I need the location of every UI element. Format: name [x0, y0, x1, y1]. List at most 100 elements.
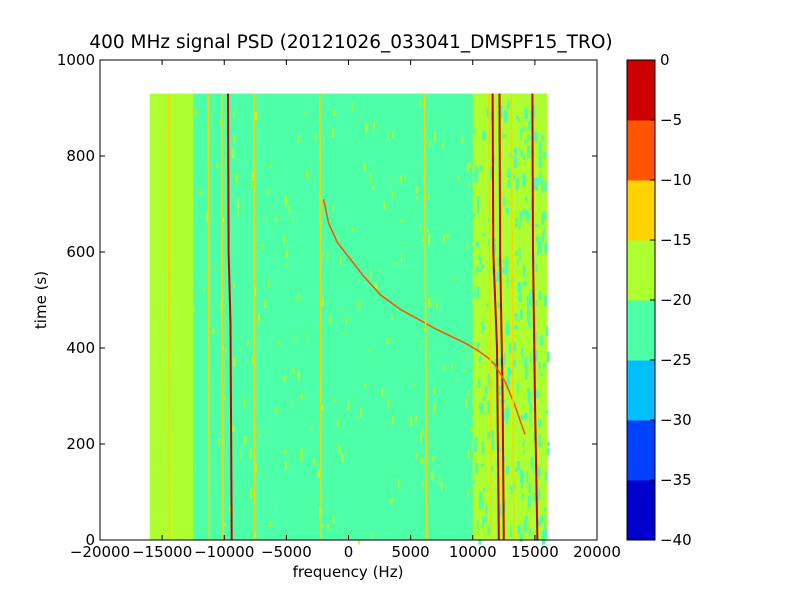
- heatmap-speckle: [479, 356, 482, 363]
- heatmap-speckle: [274, 504, 277, 508]
- heatmap-speckle: [479, 496, 482, 510]
- heatmap-speckle: [433, 387, 437, 394]
- heatmap-speckle: [518, 217, 521, 230]
- heatmap-speckle: [441, 482, 443, 492]
- heatmap-speckle: [543, 514, 546, 521]
- y-tick-label: 200: [66, 435, 95, 453]
- feature-line: [207, 93, 211, 541]
- heatmap-speckle: [483, 395, 486, 402]
- colorbar-segment: [627, 480, 655, 541]
- heatmap-speckle: [225, 349, 227, 352]
- heatmap-speckle: [465, 398, 468, 409]
- heatmap-speckle: [523, 154, 526, 161]
- heatmap-speckle: [487, 431, 490, 440]
- heatmap-speckle: [368, 349, 370, 353]
- heatmap-speckle: [431, 455, 434, 462]
- heatmap-speckle: [466, 243, 469, 250]
- heatmap-speckle: [415, 186, 418, 194]
- colorbar-tick-label: −5: [660, 111, 682, 129]
- heatmap-speckle: [535, 389, 539, 399]
- x-tick-label: −20000: [70, 543, 130, 561]
- heatmap-speckle: [249, 448, 252, 458]
- heatmap-speckle: [502, 267, 506, 274]
- heatmap-speckle: [345, 317, 347, 324]
- feature-line: [491, 93, 500, 541]
- heatmap-region: [193, 93, 473, 540]
- heatmap-speckle: [475, 241, 480, 247]
- heatmap-speckle: [487, 525, 490, 534]
- x-tick-label: 0: [344, 543, 354, 561]
- heatmap-speckle: [443, 234, 446, 243]
- heatmap-speckle: [543, 211, 546, 221]
- colorbar-segment: [627, 180, 655, 241]
- y-axis: 0 200 400 600 800 1000: [57, 51, 597, 549]
- heatmap-speckle: [520, 479, 524, 489]
- heatmap-speckle: [475, 462, 479, 474]
- heatmap-speckle: [467, 390, 469, 397]
- heatmap-speckle: [201, 273, 203, 278]
- colorbar-tick-label: −35: [660, 471, 692, 489]
- heatmap-speckle: [545, 471, 548, 481]
- heatmap-speckle: [486, 107, 490, 118]
- heatmap-speckle: [228, 505, 232, 513]
- heatmap-speckle: [264, 299, 267, 308]
- heatmap-speckle: [321, 405, 324, 410]
- colorbar: 0 −5 −10 −15 −20 −25 −30 −35 −40: [626, 51, 692, 549]
- heatmap-speckle: [513, 174, 516, 180]
- heatmap-speckle: [297, 372, 300, 381]
- heatmap-speckle: [235, 174, 238, 184]
- heatmap-speckle: [540, 134, 543, 141]
- heatmap-speckle: [296, 334, 298, 343]
- heatmap-speckle: [223, 523, 226, 526]
- heatmap-speckle: [199, 189, 202, 196]
- heatmap-speckle: [372, 186, 375, 190]
- heatmap-speckle: [461, 136, 464, 143]
- heatmap-speckle: [516, 383, 519, 391]
- heatmap-region: [472, 93, 548, 540]
- heatmap-speckle: [477, 379, 481, 389]
- heatmap-speckle: [310, 426, 313, 431]
- heatmap-speckle: [468, 181, 470, 189]
- heatmap-speckle: [526, 134, 531, 140]
- heatmap-speckle: [519, 150, 524, 156]
- heatmap-speckle: [526, 388, 531, 392]
- heatmap-speckle: [527, 302, 530, 313]
- heatmap-speckle: [391, 416, 394, 425]
- heatmap-speckle: [500, 399, 503, 403]
- heatmap-speckle: [482, 232, 486, 237]
- feature-line: [253, 93, 256, 541]
- heatmap-speckle: [475, 436, 478, 440]
- heatmap-speckle: [484, 386, 488, 394]
- heatmap-speckle: [530, 457, 534, 468]
- heatmap-speckle: [466, 489, 469, 497]
- heatmap-speckle: [535, 236, 539, 242]
- heatmap-speckle: [515, 467, 518, 473]
- heatmap-speckle: [300, 447, 303, 455]
- colorbar-tick-label: −10: [660, 171, 692, 189]
- heatmap-speckle: [416, 196, 418, 200]
- heatmap-speckle: [457, 176, 460, 180]
- heatmap-speckle: [400, 253, 403, 262]
- heatmap-speckle: [534, 350, 538, 362]
- chart-title: 400 MHz signal PSD (20121026_033041_DMSP…: [89, 32, 612, 53]
- heatmap-speckle: [509, 485, 512, 490]
- heatmap-speckle: [506, 416, 508, 424]
- heatmap-speckle: [306, 333, 308, 343]
- heatmap-speckle: [390, 497, 393, 503]
- heatmap-speckle: [337, 419, 340, 427]
- heatmap-speckle: [401, 219, 404, 223]
- heatmap-speckle: [479, 403, 482, 411]
- heatmap-speckle: [533, 331, 537, 343]
- heatmap-speckle: [400, 174, 403, 184]
- heatmap-speckle: [519, 469, 524, 483]
- heatmap-speckle: [428, 297, 431, 308]
- heatmap-speckle: [262, 241, 264, 249]
- heatmap-speckle: [443, 363, 445, 372]
- feature-line: [531, 93, 539, 541]
- heatmap-speckle: [507, 100, 510, 109]
- heatmap-speckle: [473, 290, 476, 299]
- heatmap-speckle: [499, 105, 503, 118]
- heatmap-speckle: [505, 322, 509, 336]
- heatmap-speckle: [254, 463, 257, 473]
- heatmap-speckle: [391, 177, 394, 180]
